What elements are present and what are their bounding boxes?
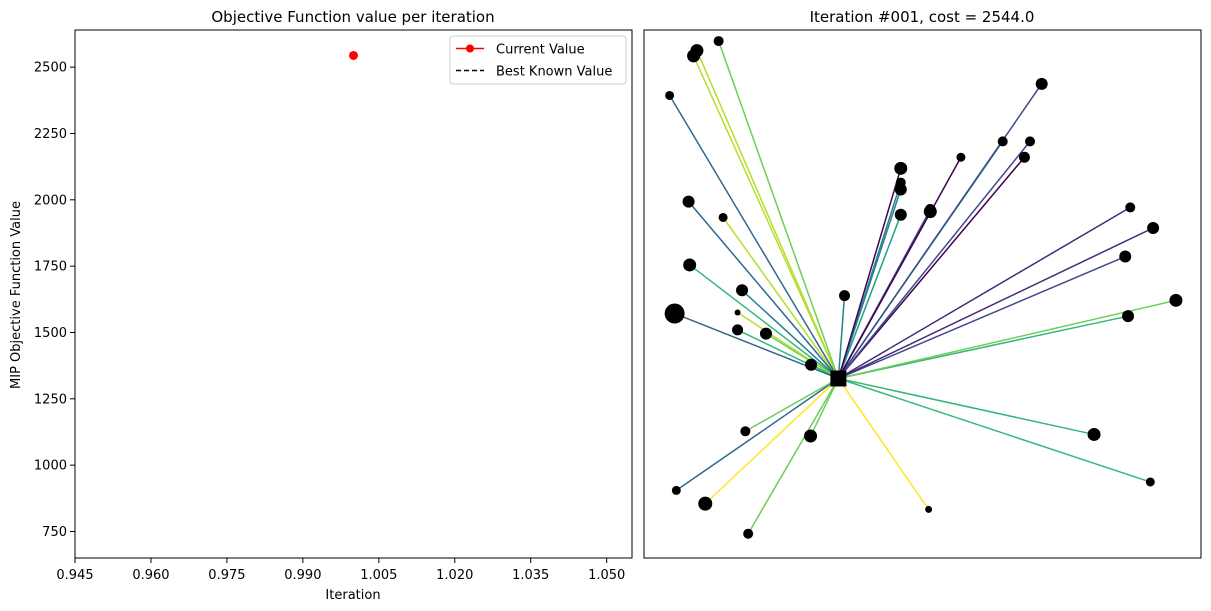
- y-tick-label: 1250: [34, 392, 67, 407]
- assignment-line: [722, 217, 840, 379]
- objective-plot-frame: [74, 29, 633, 559]
- facility-marker: [830, 370, 847, 387]
- current-value-point: [349, 50, 358, 60]
- customer-point: [743, 528, 754, 539]
- customer-point: [956, 152, 966, 162]
- customer-point: [682, 195, 695, 208]
- y-tick-label: 2250: [34, 127, 67, 142]
- y-tick-label: 1750: [34, 260, 67, 275]
- objective-plot-area: [75, 30, 632, 558]
- customer-point: [664, 303, 685, 324]
- customer-point: [698, 496, 713, 511]
- customer-point: [839, 290, 851, 302]
- customer-point: [759, 327, 772, 340]
- assignment-line: [747, 378, 840, 535]
- assignment-line: [837, 156, 962, 379]
- y-tick-label: 1500: [34, 326, 67, 341]
- assignment-line: [745, 377, 839, 432]
- assignment-line: [692, 55, 840, 379]
- assignment-line: [838, 377, 1095, 436]
- assignment-line: [809, 378, 840, 437]
- assignment-line: [837, 140, 1031, 379]
- assignment-line: [668, 95, 840, 379]
- customer-point: [671, 485, 681, 495]
- customer-point: [1087, 427, 1101, 441]
- x-tick-label: 1.005: [360, 568, 397, 583]
- assignment-line: [837, 378, 930, 510]
- assignment-line: [837, 214, 902, 379]
- customer-point: [1122, 310, 1135, 323]
- customer-point: [894, 183, 907, 196]
- customer-point: [1147, 222, 1160, 234]
- y-axis-label: MIP Objective Function Value: [9, 201, 24, 389]
- assignment-line: [837, 168, 902, 379]
- x-tick-label: 1.050: [588, 568, 625, 583]
- legend-current-swatch-marker: [466, 44, 474, 53]
- customer-point: [713, 36, 724, 47]
- customer-point: [665, 90, 675, 100]
- assignment-line: [837, 83, 1043, 379]
- x-tick-label: 1.035: [512, 568, 549, 583]
- assignment-line: [675, 377, 839, 492]
- customer-point: [1119, 250, 1132, 263]
- legend-current-label: Current Value: [496, 43, 585, 58]
- customer-point: [1025, 136, 1036, 147]
- x-tick-label: 0.960: [132, 568, 169, 583]
- network-plot-area: [644, 30, 1201, 558]
- x-tick-label: 0.945: [56, 568, 93, 583]
- customer-point: [740, 426, 751, 437]
- customer-point: [1035, 77, 1048, 90]
- customer-point: [736, 284, 749, 297]
- customer-point: [1169, 293, 1183, 307]
- customer-point: [1145, 477, 1155, 487]
- customer-point: [924, 204, 936, 216]
- y-tick-label: 2500: [34, 61, 67, 76]
- x-tick-label: 0.975: [208, 568, 245, 583]
- customer-point: [1018, 151, 1030, 163]
- assignment-line: [717, 40, 840, 379]
- assignment-line: [837, 295, 846, 379]
- customer-point: [925, 505, 933, 513]
- network-plot: Iteration #001, cost = 2544.0: [643, 8, 1202, 559]
- assignment-line: [838, 299, 1177, 380]
- assignment-line: [704, 377, 839, 505]
- assignment-line: [838, 227, 1154, 380]
- customer-point: [732, 324, 744, 336]
- customer-point: [805, 358, 818, 371]
- objective-plot-title: Objective Function value per iteration: [211, 8, 494, 26]
- assignment-line: [837, 156, 1026, 379]
- y-tick-label: 1000: [34, 459, 67, 474]
- legend-best-label: Best Known Value: [496, 65, 612, 80]
- customer-point: [683, 258, 697, 272]
- assignment-line: [838, 255, 1126, 380]
- customer-point: [804, 429, 818, 443]
- assignment-line: [737, 311, 839, 380]
- assignment-line: [696, 50, 840, 379]
- network-plot-frame: [643, 29, 1202, 559]
- x-tick-label: 0.990: [284, 568, 321, 583]
- network-plot-title: Iteration #001, cost = 2544.0: [810, 8, 1035, 26]
- customer-point: [894, 208, 907, 221]
- customer-point: [690, 44, 704, 58]
- objective-plot: Objective Function value per iteration 0…: [9, 8, 633, 603]
- customer-point: [1125, 202, 1136, 213]
- customer-point: [997, 136, 1008, 147]
- y-tick-label: 2000: [34, 193, 67, 208]
- assignment-line: [837, 189, 902, 379]
- x-tick-label: 1.020: [436, 568, 473, 583]
- legend: Current Value Best Known Value: [449, 35, 627, 85]
- assignment-line: [838, 206, 1131, 380]
- customer-point: [718, 212, 728, 222]
- customer-point: [894, 161, 908, 175]
- legend-box: [449, 35, 627, 85]
- assignment-line: [687, 201, 839, 379]
- x-axis-label: Iteration: [325, 588, 380, 603]
- assignment-line: [838, 315, 1129, 380]
- assignment-line: [737, 329, 839, 380]
- customer-point: [734, 309, 741, 316]
- y-tick-label: 750: [42, 525, 67, 540]
- assignment-line: [838, 377, 1151, 483]
- assignment-line: [741, 289, 839, 380]
